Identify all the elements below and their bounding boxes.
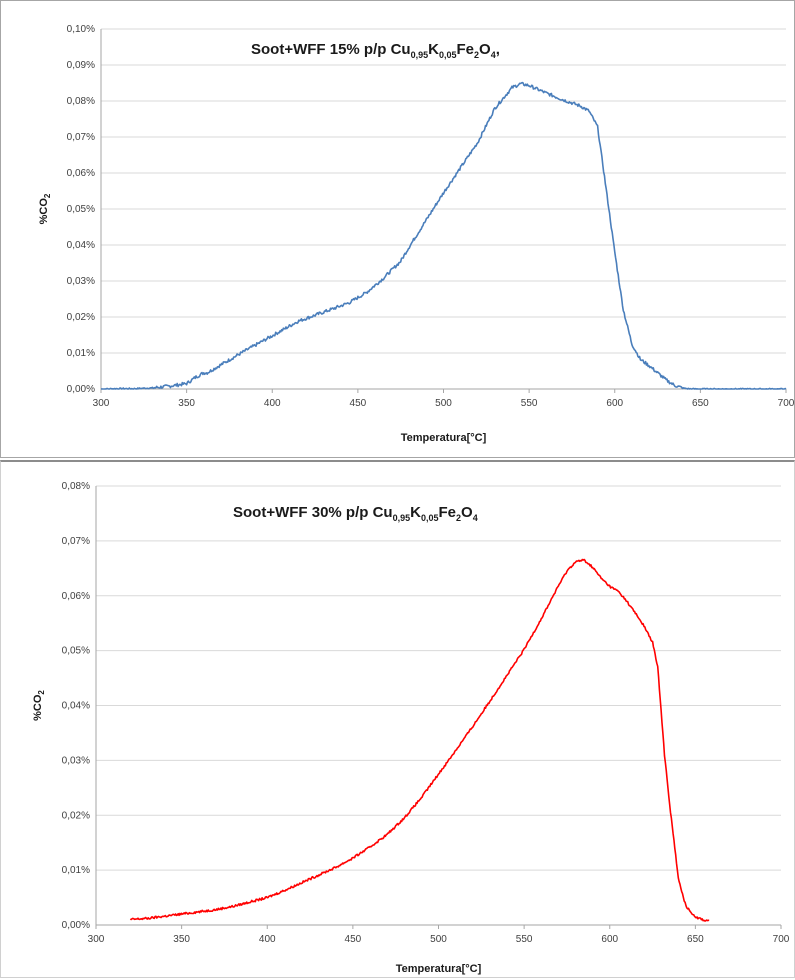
x-axis-label: Temperatura[°C] <box>401 432 487 444</box>
y-tick-label: 0,05% <box>67 204 95 215</box>
title-subscript: 2 <box>474 50 479 60</box>
y-tick-label: 0,06% <box>62 591 90 602</box>
chart-panel-15-percent: 0,00% 0,01% 0,02% 0,03% 0,04% 0,05% 0,06% 0,07%… <box>0 0 795 458</box>
y-axis-label: %CO2 <box>38 193 52 224</box>
y-tick-label: 0,04% <box>62 701 90 712</box>
chart-panel-30-percent: 0,00% 0,01% 0,02% 0,03% 0,04% 0,05% 0,06% 0,07%… <box>0 460 795 978</box>
y-axis-label: %CO2 <box>32 690 46 721</box>
x-axis-label: Temperatura[°C] <box>396 963 482 975</box>
title-text: Soot+WFF 30% p/p Cu <box>233 504 393 521</box>
x-tick-label: 600 <box>601 934 618 945</box>
x-tick-label: 700 <box>778 398 795 409</box>
y-tick-label: 0,01% <box>67 348 95 359</box>
y-tick-label: 0,02% <box>67 312 95 323</box>
x-tick-label: 650 <box>692 398 709 409</box>
title-subscript: 0,05 <box>439 50 457 60</box>
y-label-subscript: 2 <box>43 193 52 198</box>
y-label-subscript: 2 <box>37 690 46 695</box>
x-tick-label: 650 <box>687 934 704 945</box>
x-tick-label: 600 <box>606 398 623 409</box>
series-line <box>100 81 787 390</box>
title-text: O <box>479 41 491 58</box>
x-tick-label: 450 <box>345 934 362 945</box>
chart-30-percent: 0,00% 0,01% 0,02% 0,03% 0,04% 0,05% 0,06% 0,07%… <box>32 481 790 975</box>
title-subscript: 0,95 <box>411 50 429 60</box>
title-subscript: 4 <box>473 513 478 523</box>
y-tick-label: 0,07% <box>67 132 95 143</box>
x-tick-label: 400 <box>259 934 276 945</box>
y-tick-label: 0,09% <box>67 60 95 71</box>
y-tick-label: 0,05% <box>62 646 90 657</box>
x-tick-label: 500 <box>430 934 447 945</box>
x-tick-label: 350 <box>178 398 195 409</box>
title-subscript: 0,95 <box>393 513 411 523</box>
title-text: K <box>428 41 439 58</box>
x-tick-label: 300 <box>93 398 110 409</box>
y-label-text: %CO <box>32 694 44 721</box>
x-tick-label: 500 <box>435 398 452 409</box>
title-text: , <box>496 41 500 58</box>
series-line <box>129 558 710 922</box>
title-text: K <box>410 504 421 521</box>
y-tick-label: 0,00% <box>67 384 95 395</box>
y-tick-label: 0,08% <box>62 481 90 492</box>
y-tick-label: 0,04% <box>67 240 95 251</box>
x-tick-label: 550 <box>521 398 538 409</box>
y-label-text: %CO <box>38 198 50 225</box>
y-tick-label: 0,03% <box>67 276 95 287</box>
x-tick-label: 450 <box>350 398 367 409</box>
chart-title: Soot+WFF 30% p/p Cu0,95K0,05Fe2O4 <box>233 504 478 523</box>
y-tick-label: 0,10% <box>67 24 95 35</box>
title-text: Soot+WFF 15% p/p Cu <box>251 41 411 58</box>
x-tick-label: 350 <box>173 934 190 945</box>
chart-title: Soot+WFF 15% p/p Cu0,95K0,05Fe2O4, <box>251 41 500 60</box>
x-tick-label: 300 <box>88 934 105 945</box>
y-tick-label: 0,01% <box>62 865 90 876</box>
y-tick-label: 0,02% <box>62 810 90 821</box>
x-tick-label: 550 <box>516 934 533 945</box>
title-subscript: 2 <box>456 513 461 523</box>
x-tick-label: 700 <box>773 934 790 945</box>
y-tick-label: 0,08% <box>67 96 95 107</box>
title-subscript: 4 <box>491 50 496 60</box>
y-tick-label: 0,06% <box>67 168 95 179</box>
chart-15-percent: 0,00% 0,01% 0,02% 0,03% 0,04% 0,05% 0,06% 0,07%… <box>38 24 795 444</box>
y-tick-label: 0,07% <box>62 536 90 547</box>
title-text: Fe <box>439 504 457 521</box>
y-tick-label: 0,03% <box>62 755 90 766</box>
title-text: Fe <box>457 41 475 58</box>
title-subscript: 0,05 <box>421 513 439 523</box>
y-tick-label: 0,00% <box>62 920 90 931</box>
title-text: O <box>461 504 473 521</box>
x-tick-label: 400 <box>264 398 281 409</box>
